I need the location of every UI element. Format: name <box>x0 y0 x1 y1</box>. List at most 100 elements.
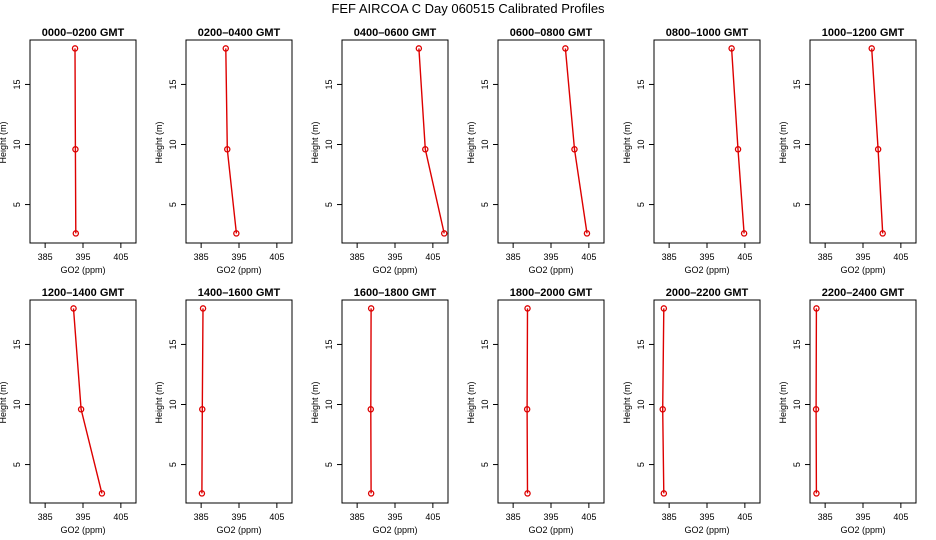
x-tick-label: 385 <box>506 512 521 522</box>
panel-title: 1400–1600 GMT <box>198 287 281 299</box>
data-point <box>659 406 666 413</box>
x-tick-label: 405 <box>425 512 440 522</box>
x-axis-label: GO2 (ppm) <box>372 525 417 535</box>
data-point <box>813 490 820 497</box>
x-tick-label: 395 <box>231 512 246 522</box>
profile-line <box>74 48 77 234</box>
y-tick-label: 15 <box>168 339 178 349</box>
x-tick-label: 385 <box>194 512 209 522</box>
y-tick-label: 10 <box>480 139 490 149</box>
plot-frame <box>185 39 293 244</box>
profile-line <box>730 48 745 234</box>
y-axis-label: Height (m) <box>310 121 320 163</box>
y-tick-label: 10 <box>12 139 22 149</box>
plot-frame <box>29 39 137 244</box>
y-tick-label: 5 <box>168 202 178 207</box>
y-tick-label: 15 <box>12 79 22 89</box>
y-tick-label: 10 <box>636 399 646 409</box>
plot-frame <box>497 299 605 504</box>
data-point <box>524 490 531 497</box>
profile-line <box>564 48 588 234</box>
data-point <box>367 305 375 312</box>
panel-title: 1000–1200 GMT <box>822 27 905 39</box>
y-axis-label: Height (m) <box>154 381 164 423</box>
x-tick-label: 395 <box>855 512 870 522</box>
y-axis-label: Height (m) <box>310 381 320 423</box>
y-axis-label: Height (m) <box>778 121 788 163</box>
y-tick-label: 5 <box>168 462 178 467</box>
data-point <box>440 230 448 237</box>
panel-title: 0000–0200 GMT <box>42 27 125 39</box>
y-tick-label: 5 <box>480 202 490 207</box>
panel-title: 2000–2200 GMT <box>666 287 749 299</box>
panel-title: 0800–1000 GMT <box>666 27 749 39</box>
plot-frame <box>809 39 917 244</box>
y-tick-label: 5 <box>636 202 646 207</box>
y-tick-label: 15 <box>324 79 334 89</box>
y-tick-label: 5 <box>792 202 802 207</box>
profile-line <box>72 308 103 494</box>
data-point <box>72 230 80 237</box>
profile-line <box>418 48 445 234</box>
panel-2: 0200–0400 GMT 385 395 405 GO2 (ppm) 5 10 15 Heig… <box>154 27 293 275</box>
data-point <box>523 406 531 413</box>
x-tick-label: 395 <box>75 252 90 262</box>
y-tick-label: 5 <box>12 462 22 467</box>
data-point <box>98 490 106 497</box>
data-point <box>72 146 79 153</box>
data-point <box>728 45 735 52</box>
x-tick-label: 395 <box>699 252 714 262</box>
x-tick-label: 395 <box>699 512 714 522</box>
plot-frame <box>341 39 449 244</box>
plot-frame <box>653 39 761 244</box>
panel-1: 0000–0200 GMT 385 395 405 GO2 (ppm) 5 10 15 Heig… <box>0 27 137 275</box>
plot-frame <box>809 299 917 504</box>
panel-7: 1200–1400 GMT 385 395 405 GO2 (ppm) 5 10 15 Heig… <box>0 287 137 535</box>
data-point <box>812 406 820 413</box>
profile-line <box>871 48 884 234</box>
y-axis-label: Height (m) <box>466 121 476 163</box>
x-tick-label: 405 <box>581 252 596 262</box>
y-tick-label: 10 <box>324 139 334 149</box>
plot-frame <box>29 299 137 504</box>
x-tick-label: 385 <box>818 252 833 262</box>
data-point <box>367 490 375 497</box>
y-tick-label: 5 <box>636 462 646 467</box>
panel-8: 1400–1600 GMT 385 395 405 GO2 (ppm) 5 10 15 Heig… <box>154 287 293 535</box>
x-tick-label: 405 <box>425 252 440 262</box>
y-tick-label: 15 <box>12 339 22 349</box>
x-tick-label: 395 <box>855 252 870 262</box>
x-tick-label: 405 <box>737 512 752 522</box>
y-tick-label: 10 <box>636 139 646 149</box>
y-tick-label: 15 <box>636 79 646 89</box>
data-point <box>583 230 591 237</box>
x-tick-label: 405 <box>269 512 284 522</box>
x-axis-label: GO2 (ppm) <box>528 525 573 535</box>
panel-title: 0200–0400 GMT <box>198 27 281 39</box>
y-axis-label: Height (m) <box>466 381 476 423</box>
x-tick-label: 385 <box>662 512 677 522</box>
x-tick-label: 385 <box>38 512 53 522</box>
y-axis-label: Height (m) <box>622 381 632 423</box>
data-point <box>224 146 231 153</box>
x-tick-label: 405 <box>893 252 908 262</box>
profile-line <box>201 308 204 494</box>
y-tick-label: 5 <box>324 462 334 467</box>
y-tick-label: 10 <box>168 399 178 409</box>
x-tick-label: 385 <box>194 252 209 262</box>
panel-title: 0600–0800 GMT <box>510 27 593 39</box>
data-point <box>199 305 207 312</box>
y-tick-label: 15 <box>480 339 490 349</box>
data-point <box>879 230 886 237</box>
x-tick-label: 385 <box>38 252 53 262</box>
x-tick-label: 395 <box>543 512 558 522</box>
panel-title: 2200–2400 GMT <box>822 287 905 299</box>
x-tick-label: 405 <box>581 512 596 522</box>
x-tick-label: 395 <box>543 252 558 262</box>
data-point <box>740 230 748 237</box>
data-point <box>813 305 820 312</box>
data-point <box>524 305 531 312</box>
data-point <box>367 406 375 413</box>
panel-9: 1600–1800 GMT 385 395 405 GO2 (ppm) 5 10 15 Heig… <box>310 287 449 535</box>
data-point <box>571 146 578 153</box>
